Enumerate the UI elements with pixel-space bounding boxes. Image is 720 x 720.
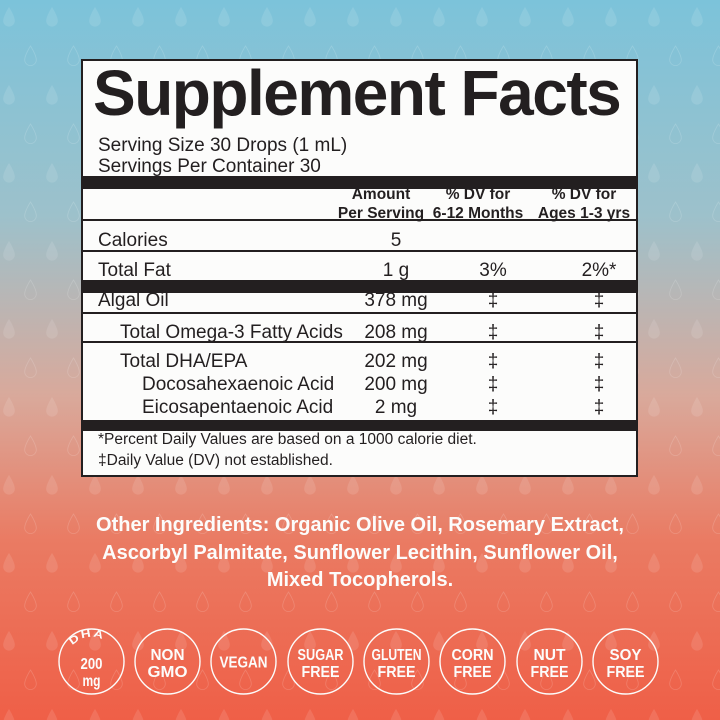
svg-text:FREE: FREE [530, 664, 568, 681]
svg-text:GLUTEN: GLUTEN [372, 647, 422, 664]
svg-text:SOY: SOY [609, 647, 642, 664]
svg-text:200: 200 [80, 656, 102, 673]
svg-text:FREE: FREE [454, 664, 492, 681]
svg-text:NON: NON [151, 647, 185, 664]
svg-text:FREE: FREE [301, 664, 339, 681]
svg-text:NUT: NUT [533, 647, 566, 664]
svg-text:CORN: CORN [452, 647, 494, 664]
svg-text:GMO: GMO [148, 664, 188, 681]
svg-text:VEGAN: VEGAN [220, 655, 268, 672]
svg-text:DHA: DHA [67, 628, 106, 647]
svg-text:FREE: FREE [606, 664, 644, 681]
svg-text:mg: mg [82, 673, 100, 690]
svg-text:FREE: FREE [378, 664, 416, 681]
svg-text:SUGAR: SUGAR [297, 647, 343, 664]
